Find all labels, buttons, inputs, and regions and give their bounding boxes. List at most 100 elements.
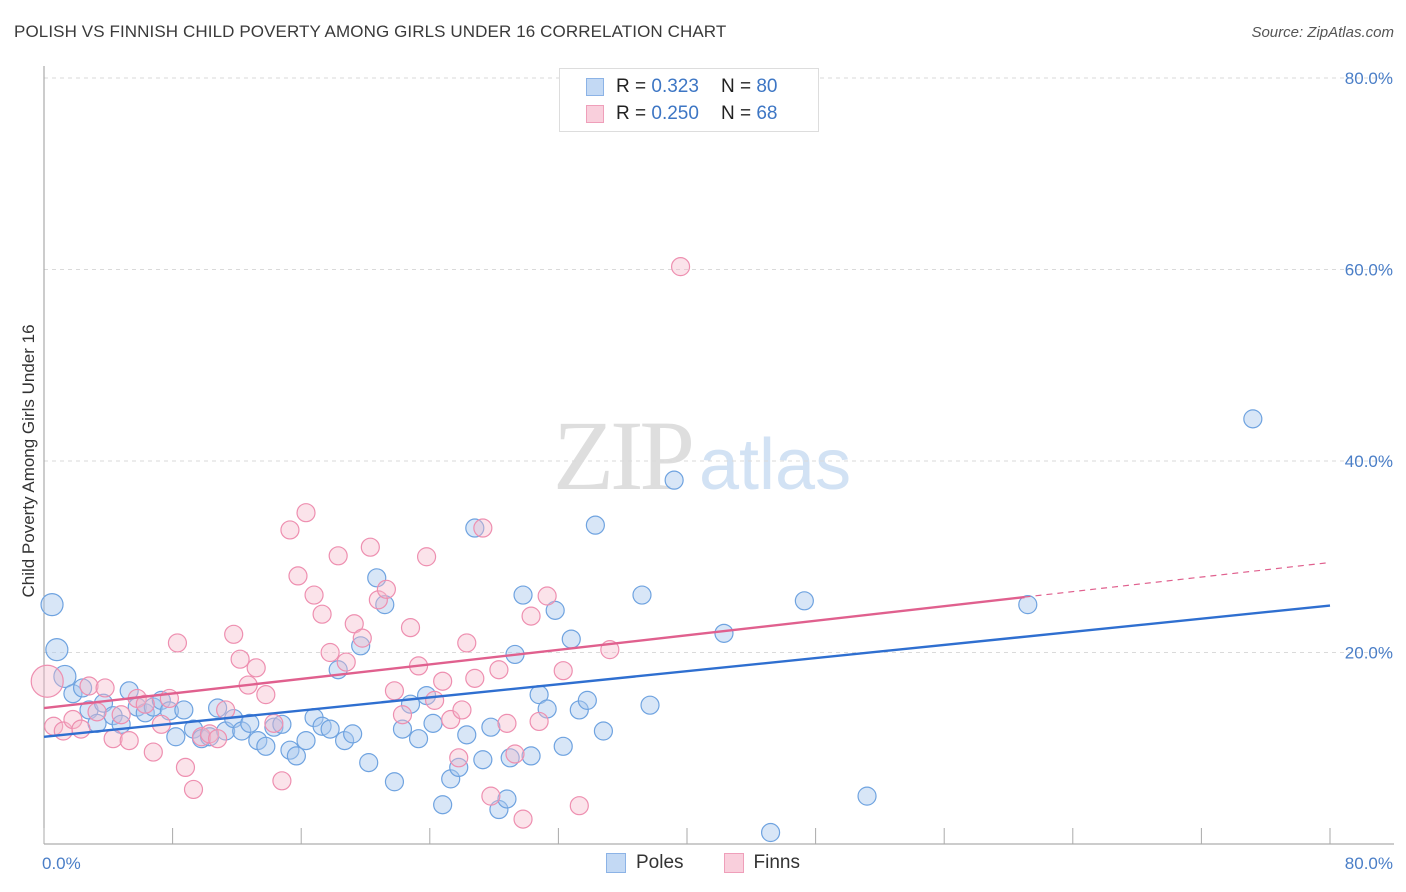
- data-point-finns: [208, 729, 228, 749]
- data-point-poles: [585, 515, 605, 535]
- watermark-atlas: atlas: [699, 425, 852, 505]
- watermark: ZIP atlas: [553, 398, 851, 513]
- data-point-finns: [344, 614, 364, 634]
- data-point-finns: [264, 713, 284, 733]
- data-point-poles: [794, 591, 814, 611]
- legend-n-value: 80: [756, 76, 778, 97]
- legend-swatch-poles: [606, 853, 626, 873]
- legend-swatch-finns: [723, 853, 744, 873]
- correlation-legend: R = 0.323 N = 80 R = 0.250 N = 68: [559, 68, 819, 132]
- series-legend: Poles Finns: [0, 852, 1406, 874]
- legend-n-label: N =: [720, 76, 752, 97]
- data-point-finns: [452, 700, 472, 720]
- data-point-poles: [272, 714, 292, 734]
- data-point-poles: [664, 470, 684, 490]
- data-point-poles: [545, 600, 565, 620]
- data-point-poles: [481, 717, 501, 737]
- data-point-poles: [569, 700, 589, 720]
- data-point-finns: [167, 633, 188, 653]
- data-point-finns: [312, 604, 332, 624]
- source-label: Source: ZipAtlas.com: [1251, 24, 1394, 41]
- data-point-poles: [320, 719, 340, 739]
- data-point-poles: [465, 518, 485, 538]
- data-point-finns: [497, 713, 517, 733]
- data-point-finns: [63, 709, 83, 730]
- data-point-poles: [513, 585, 533, 605]
- data-point-poles: [497, 789, 517, 809]
- data-point-finns: [400, 618, 421, 638]
- data-point-poles: [473, 750, 493, 770]
- legend-r-label: R =: [616, 76, 647, 97]
- legend-item-poles[interactable]: Poles: [606, 852, 684, 874]
- data-point-poles: [433, 795, 453, 815]
- data-point-finns: [384, 681, 405, 701]
- data-point-finns: [392, 705, 413, 725]
- data-point-poles: [441, 769, 461, 789]
- y-tick-label: 60.0%: [1345, 261, 1393, 280]
- data-point-poles: [457, 725, 477, 745]
- data-point-poles: [232, 721, 252, 741]
- data-point-finns: [246, 658, 266, 678]
- data-point-finns: [103, 729, 123, 749]
- data-point-poles: [351, 636, 371, 656]
- data-point-finns: [304, 585, 324, 605]
- legend-item-finns[interactable]: Finns: [723, 852, 800, 874]
- x-tick-label: 0.0%: [42, 854, 81, 873]
- data-point-finns: [95, 678, 115, 698]
- data-point-finns: [489, 660, 509, 680]
- data-point-poles: [423, 713, 443, 733]
- data-point-finns: [216, 700, 236, 720]
- data-point-finns: [433, 671, 453, 691]
- data-point-finns: [368, 590, 388, 610]
- legend-r-label: R =: [616, 103, 647, 124]
- data-point-finns: [505, 744, 525, 764]
- data-point-finns: [272, 771, 292, 791]
- data-point-finns: [336, 652, 356, 672]
- data-point-finns: [296, 503, 316, 523]
- data-point-finns: [135, 694, 155, 714]
- data-point-poles: [857, 786, 877, 806]
- data-point-finns: [71, 719, 91, 739]
- data-point-poles: [640, 695, 660, 715]
- data-point-poles: [63, 684, 83, 704]
- data-point-finns: [449, 748, 469, 768]
- data-point-poles: [392, 719, 413, 739]
- data-point-finns: [175, 757, 196, 778]
- data-point-finns: [513, 809, 533, 829]
- watermark-zip: ZIP: [553, 400, 695, 511]
- trend-line-extension-finns: [1024, 561, 1331, 598]
- legend-label-poles: Poles: [636, 852, 684, 873]
- data-point-poles: [760, 822, 781, 843]
- x-tick-label: 80.0%: [1345, 854, 1393, 873]
- legend-label-finns: Finns: [753, 852, 800, 873]
- data-point-poles: [408, 729, 429, 749]
- data-point-poles: [577, 690, 597, 710]
- data-point-finns: [256, 685, 276, 705]
- legend-n-label: N =: [720, 103, 752, 124]
- data-point-poles: [240, 713, 260, 733]
- y-tick-label: 20.0%: [1345, 644, 1393, 663]
- data-point-finns: [670, 257, 691, 277]
- data-point-finns: [320, 642, 340, 663]
- data-point-finns: [352, 628, 372, 648]
- data-point-finns: [416, 547, 437, 567]
- data-point-poles: [359, 753, 379, 773]
- data-point-poles: [343, 724, 363, 744]
- legend-r-value: 0.250: [651, 103, 699, 124]
- data-point-finns: [457, 633, 477, 653]
- data-point-finns: [119, 730, 139, 751]
- data-point-finns: [376, 579, 396, 599]
- data-point-finns: [288, 566, 308, 586]
- data-point-finns: [473, 518, 493, 538]
- data-point-poles: [632, 585, 652, 605]
- data-point-finns: [553, 661, 573, 681]
- data-point-poles: [335, 730, 355, 751]
- legend-n-value: 68: [756, 103, 778, 124]
- data-point-poles: [384, 772, 405, 792]
- data-point-poles: [1018, 595, 1038, 615]
- data-point-poles: [286, 746, 306, 766]
- data-point-poles: [553, 736, 573, 756]
- data-point-finns: [79, 676, 99, 696]
- data-point-finns: [30, 664, 64, 698]
